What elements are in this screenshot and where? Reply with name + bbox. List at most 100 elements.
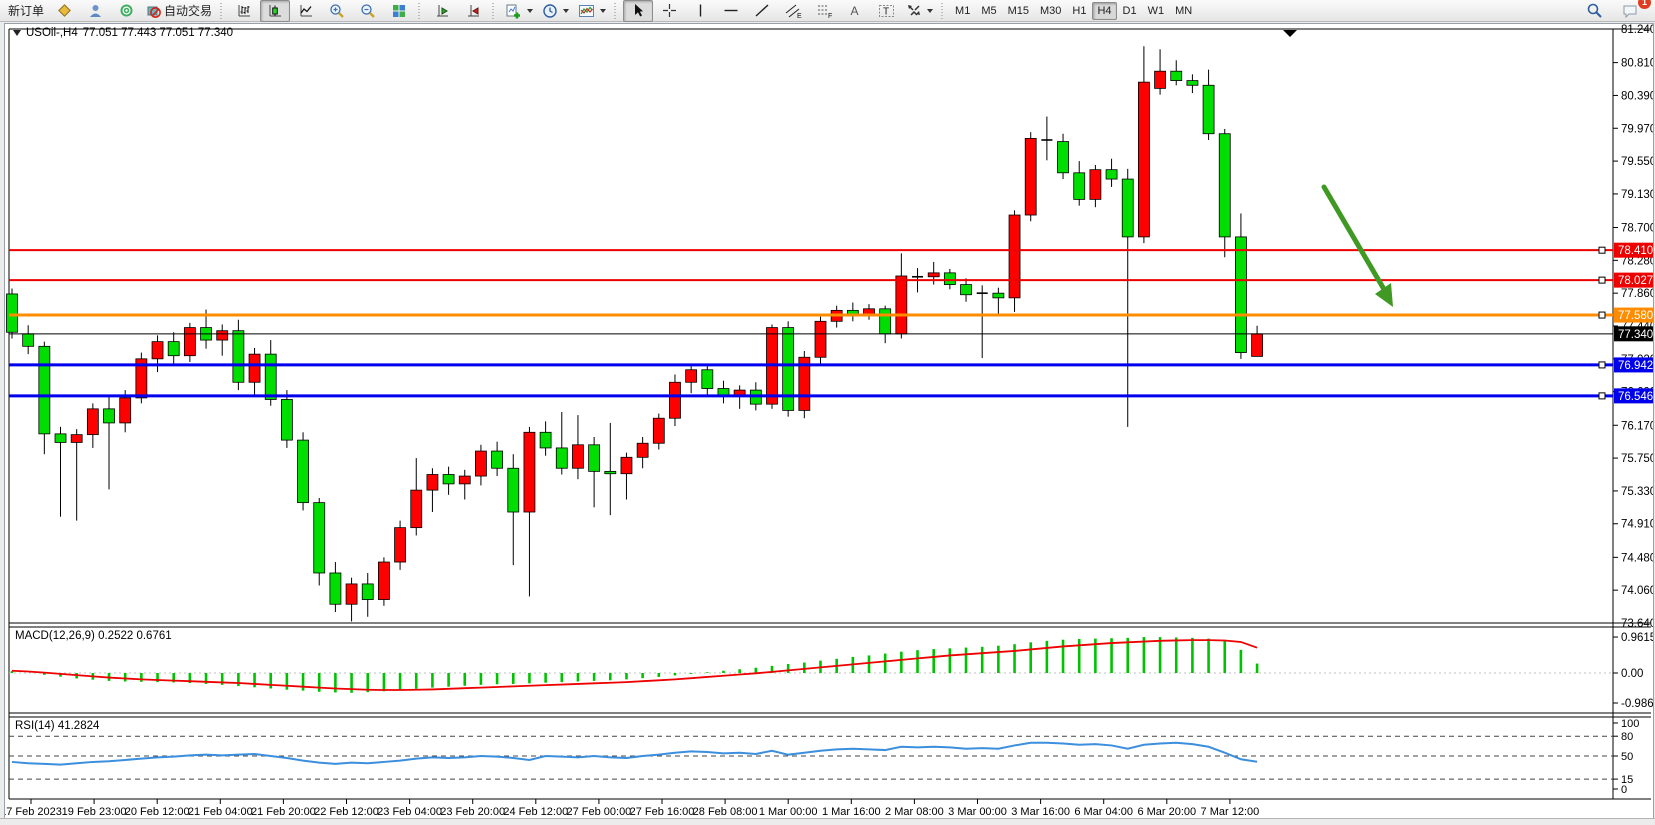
price-tick-label: 74.480 <box>1621 552 1653 564</box>
chart-window: 81.240 80.810 80.390 79.970 79.550 79.130 78.7… <box>4 23 1654 822</box>
ohlc-bars-button[interactable] <box>229 0 259 22</box>
macd-tick-label: 0.00 <box>1621 668 1643 680</box>
candle-body-bear <box>1057 141 1069 174</box>
candlestick-mode-button[interactable] <box>260 0 291 22</box>
time-tick-label: 3 Mar 00:00 <box>948 806 1007 818</box>
vertical-line-button[interactable] <box>685 0 715 22</box>
time-tick-label: 6 Mar 04:00 <box>1074 806 1133 818</box>
chevron-down-icon <box>527 8 534 13</box>
arrows-button[interactable] <box>902 0 937 22</box>
hline-handle[interactable] <box>1598 311 1606 319</box>
channel-button[interactable]: E <box>778 0 808 22</box>
cursor-button[interactable] <box>623 0 654 22</box>
trendline-icon <box>755 4 769 17</box>
auto-scroll-button[interactable] <box>427 0 457 22</box>
templates-button[interactable] <box>574 0 610 22</box>
candle-body-bull <box>475 450 487 477</box>
hline-handle[interactable] <box>1598 246 1606 254</box>
notification-badge: 1 <box>1638 0 1651 9</box>
crosshair-button[interactable] <box>654 0 684 22</box>
timeframe-m1-button[interactable]: M1 <box>950 2 975 20</box>
candle-body-bear <box>604 470 617 475</box>
time-tick-label: 2 Mar 08:00 <box>885 806 944 818</box>
zoom-out-button[interactable] <box>353 0 383 22</box>
periods-button[interactable] <box>538 0 573 22</box>
new-chart-button[interactable] <box>501 0 537 22</box>
new-order-button[interactable]: 新订单 <box>4 0 48 22</box>
text-button[interactable]: A <box>840 0 870 22</box>
candle-body-bear <box>507 467 520 513</box>
candle-body-bull <box>1008 214 1021 299</box>
text-label-button[interactable]: T <box>871 0 901 22</box>
zoom-in-button[interactable] <box>322 0 352 22</box>
line-chart-button[interactable] <box>291 0 321 22</box>
candle-body-bear <box>38 345 51 435</box>
svg-text:F: F <box>828 13 832 19</box>
timeframe-h4-button[interactable]: H4 <box>1092 1 1117 20</box>
price-tag <box>1614 307 1653 323</box>
signals-icon <box>120 4 133 17</box>
annotation-arrow[interactable] <box>1321 184 1388 294</box>
chart-canvas[interactable]: 81.240 80.810 80.390 79.970 79.550 79.130 78.7… <box>5 24 1653 821</box>
candlestick-icon <box>269 4 282 16</box>
chart-shift-button[interactable] <box>458 0 488 22</box>
orders-icon[interactable] <box>49 0 79 22</box>
trendline-button[interactable] <box>747 0 777 22</box>
notifications-button[interactable]: 1 <box>1615 0 1651 22</box>
annotation-arrow-head[interactable] <box>1375 283 1393 307</box>
timeframe-m30-button[interactable]: M30 <box>1035 2 1066 20</box>
time-tick-label: 7 Mar 12:00 <box>1201 806 1260 818</box>
candle-body-bull <box>620 456 633 475</box>
time-tick-label: 22 Feb 12:00 <box>314 806 379 818</box>
price-tick-label: 79.970 <box>1621 123 1653 135</box>
chart-shift-marker-icon[interactable] <box>1283 30 1297 37</box>
time-tick-label: 28 Feb 08:00 <box>693 806 758 818</box>
hline-handle[interactable] <box>1598 361 1606 369</box>
timeframe-m5-button[interactable]: M5 <box>976 2 1001 20</box>
hline-handle[interactable] <box>1598 392 1606 400</box>
candle-body-bull <box>685 369 698 383</box>
horizontal-line-button[interactable] <box>716 0 746 22</box>
candle-body-bull <box>216 330 229 341</box>
time-tick-label: 19 Feb 23:00 <box>62 806 127 818</box>
chat-icon <box>1623 5 1636 18</box>
candle-body-bull <box>1251 333 1263 357</box>
candle-body-bear <box>264 353 277 400</box>
hline-handle[interactable] <box>1598 276 1606 284</box>
timeframe-mn-button[interactable]: MN <box>1170 2 1197 20</box>
timeframe-d1-button[interactable]: D1 <box>1118 2 1142 20</box>
search-icon <box>1587 3 1602 18</box>
ohlc-values-label: 77.051 77.443 77.051 77.340 <box>82 27 234 39</box>
candle-body-bull <box>669 381 681 419</box>
timeframe-m15-button[interactable]: M15 <box>1003 2 1034 20</box>
periods-icon <box>543 3 557 18</box>
candle-body-bull <box>426 474 439 491</box>
collapse-triangle-icon[interactable] <box>13 30 21 36</box>
price-tick-label: 78.700 <box>1621 223 1653 235</box>
signals-icon-button[interactable] <box>111 0 141 22</box>
candle-body-bear <box>442 474 455 485</box>
fibonacci-button[interactable]: F <box>809 0 839 22</box>
timeframe-h1-button[interactable]: H1 <box>1067 2 1091 20</box>
tile-windows-button[interactable] <box>384 0 414 22</box>
candle-body-bear <box>1186 80 1199 86</box>
candle-body-bull <box>895 275 908 335</box>
autotrade-button[interactable]: 自动交易 <box>142 0 216 22</box>
terminal-icon-button[interactable] <box>80 0 110 22</box>
candle-body-bear <box>280 399 293 441</box>
timeframe-w1-button[interactable]: W1 <box>1143 2 1170 20</box>
search-button[interactable] <box>1579 0 1609 22</box>
ohlc-bars-icon <box>238 4 251 16</box>
svg-text:E: E <box>797 13 802 19</box>
rsi-tick-label: 15 <box>1621 774 1633 786</box>
price-tick-label: 74.910 <box>1621 519 1653 531</box>
price-tag <box>1614 242 1653 258</box>
candle-body-bull <box>572 444 584 469</box>
candle-body-bull <box>927 272 940 278</box>
rsi-indicator-label: RSI(14) 41.2824 <box>15 720 100 732</box>
rsi-tick-label: 0 <box>1621 784 1627 796</box>
price-tick-label: 74.060 <box>1621 585 1653 597</box>
chevron-down-icon <box>563 8 570 13</box>
candle-body-bear <box>1073 172 1086 200</box>
candle-body-bear <box>879 308 892 335</box>
